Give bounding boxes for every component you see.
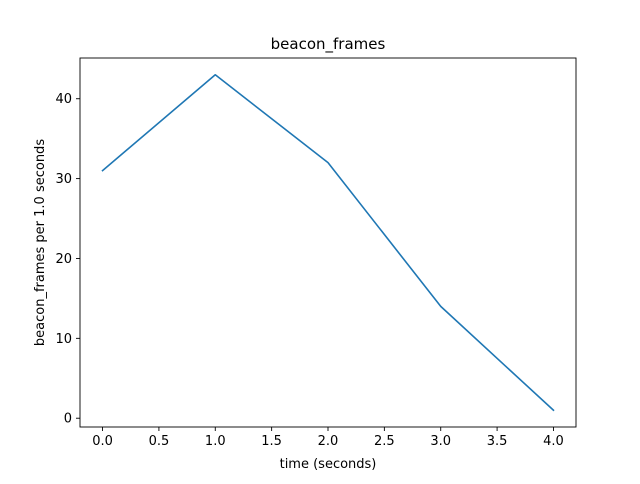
y-axis-label: beacon_frames per 1.0 seconds <box>33 139 48 346</box>
y-tick-label: 20 <box>55 252 72 267</box>
x-tick-label: 3.5 <box>487 434 508 449</box>
x-tick-label: 3.0 <box>430 434 451 449</box>
plot-frame <box>79 57 577 428</box>
y-tick-label: 40 <box>55 92 72 107</box>
y-tick-label: 10 <box>55 332 72 347</box>
x-axis-ticks: 0.0 0.5 1.0 1.5 2.0 2.5 3.0 3.5 4.0 <box>92 427 564 449</box>
x-tick-label: 1.5 <box>261 434 282 449</box>
x-tick-label: 0.5 <box>149 434 170 449</box>
y-tick-label: 0 <box>64 412 72 427</box>
series-line <box>101 73 555 412</box>
x-tick-label: 0.0 <box>92 434 113 449</box>
plot-area <box>80 58 576 427</box>
x-axis-label: time (seconds) <box>280 457 377 472</box>
chart-title: beacon_frames <box>271 35 386 54</box>
x-tick-label: 2.0 <box>318 434 339 449</box>
y-tick-label: 30 <box>55 172 72 187</box>
x-tick-label: 4.0 <box>543 434 564 449</box>
y-axis-ticks: 0 10 20 30 40 <box>55 92 80 427</box>
x-tick-label: 2.5 <box>374 434 395 449</box>
x-tick-label: 1.0 <box>205 434 226 449</box>
